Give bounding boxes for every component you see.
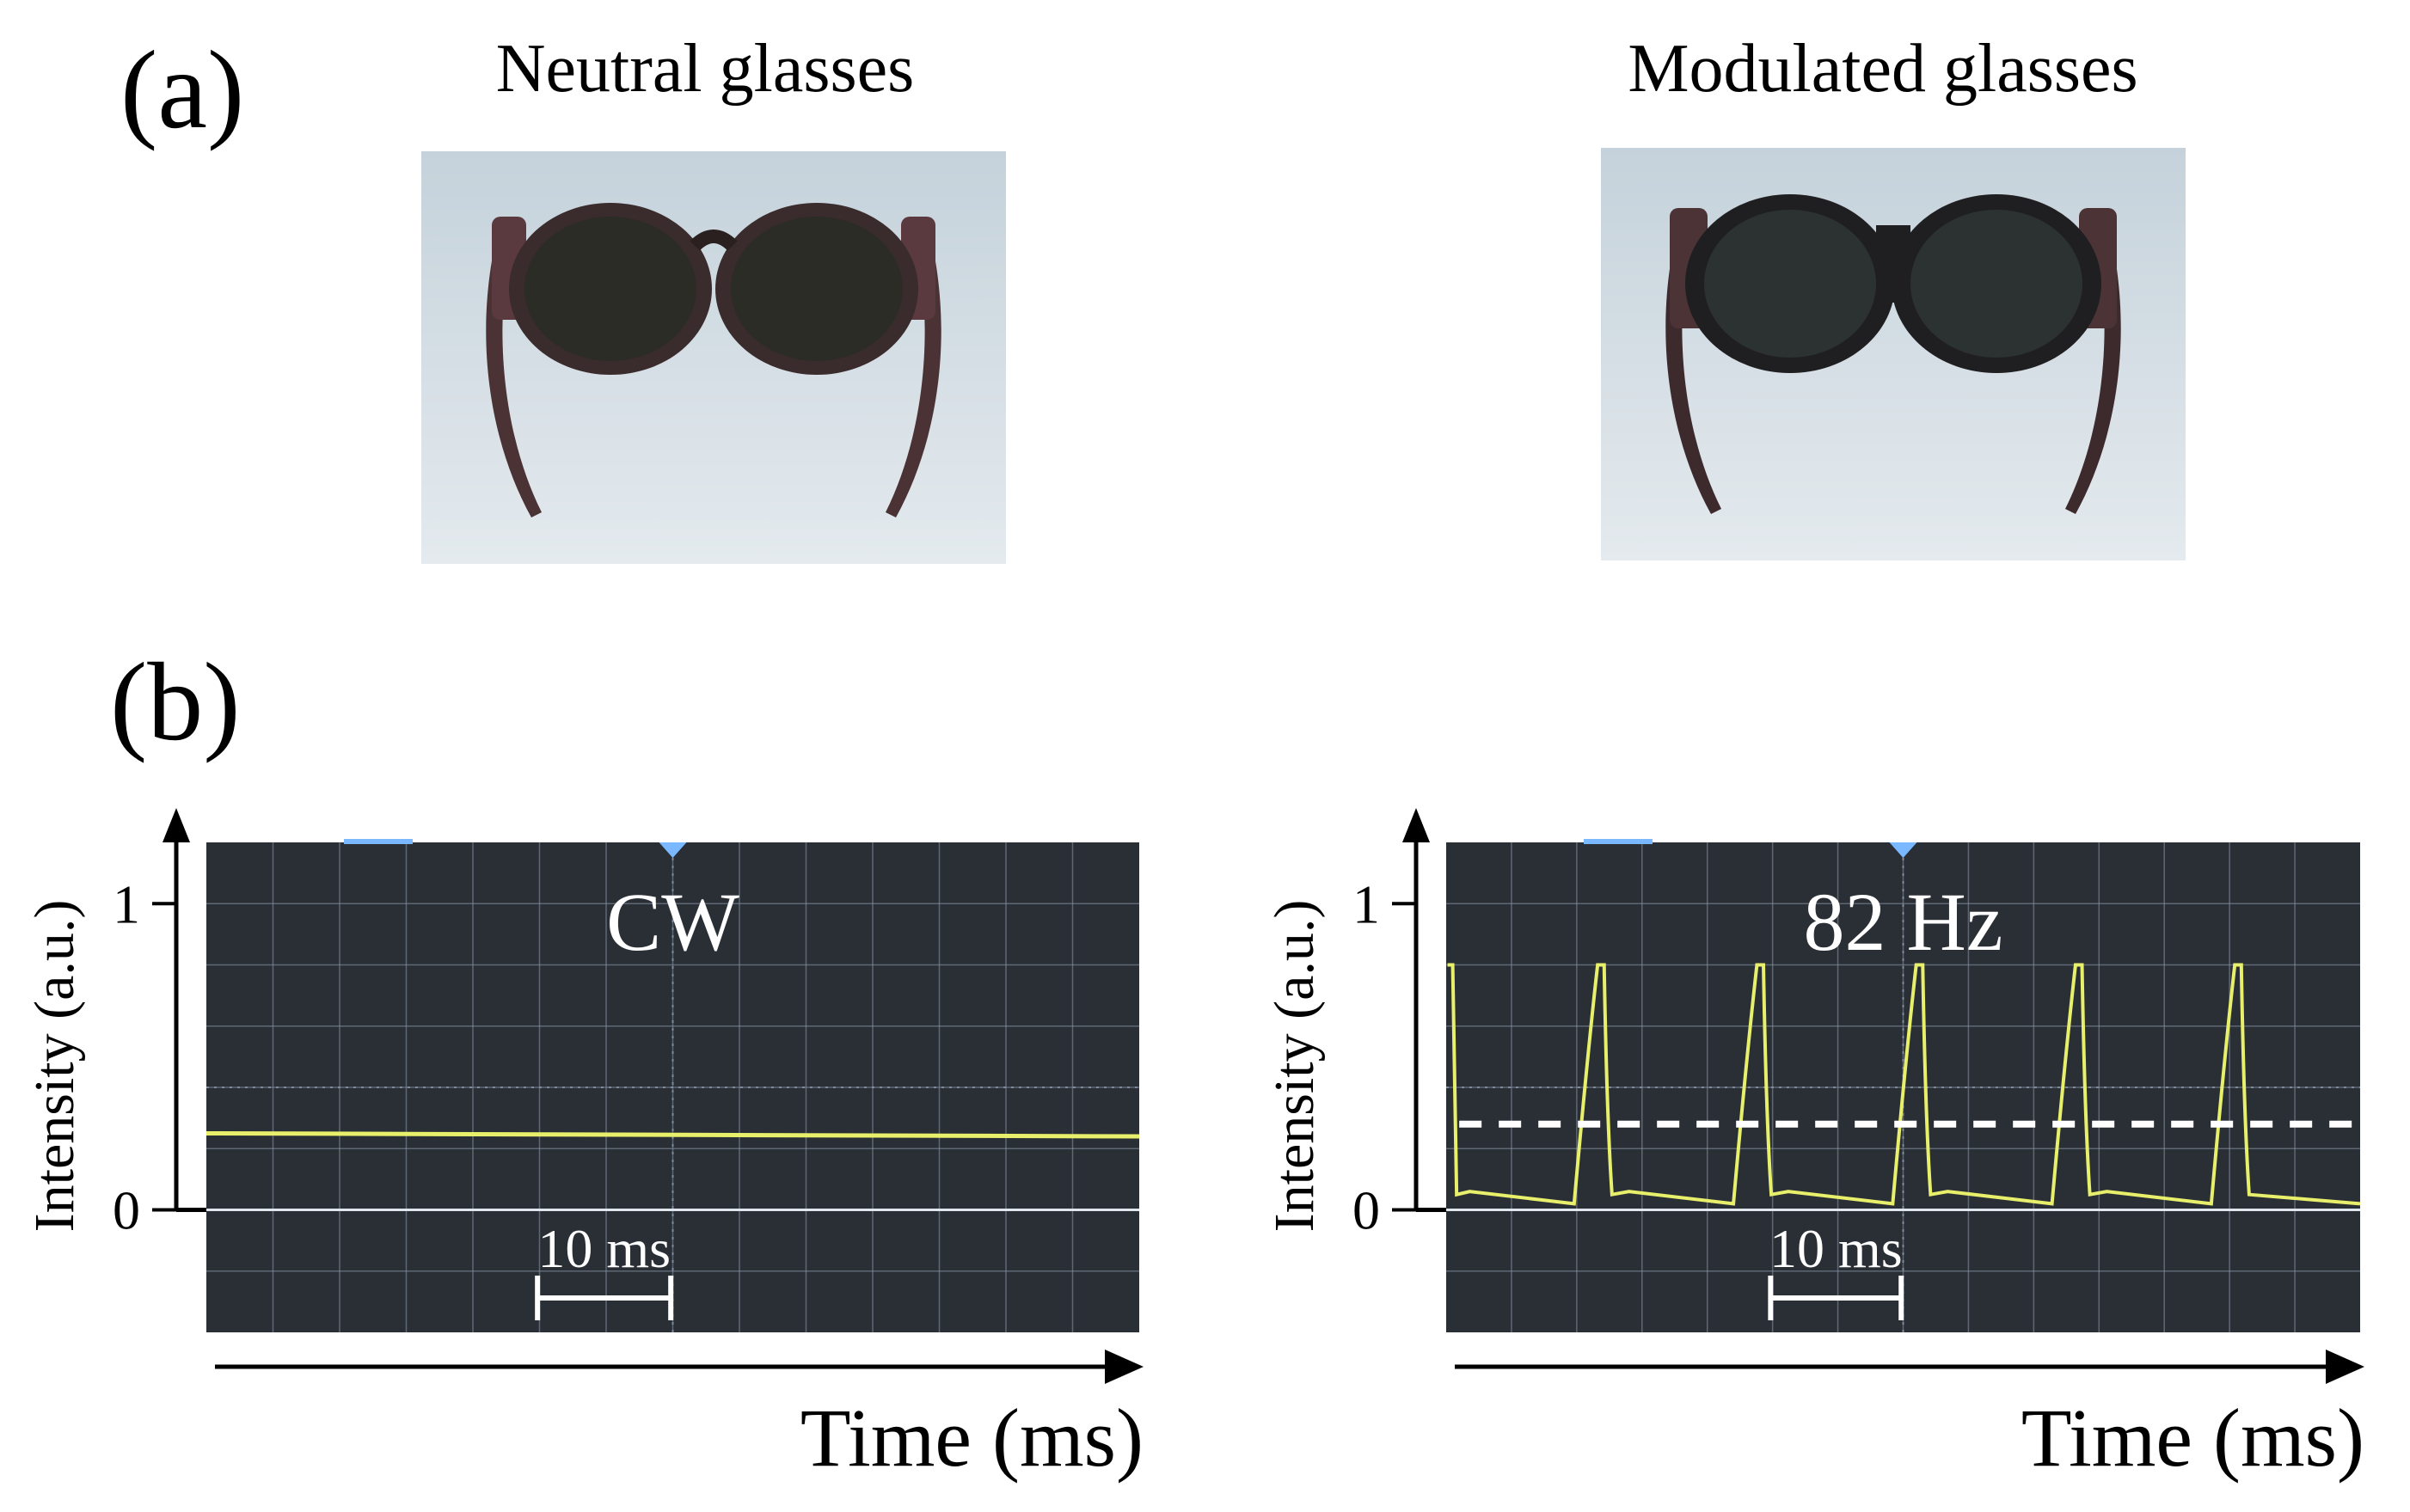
x-axis-label: Time (ms) xyxy=(800,1392,1144,1484)
top-marker-bar xyxy=(1584,839,1653,844)
trace-annotation: CW xyxy=(606,876,739,968)
chart-82hz: 82 Hz 10 ms 0 1 Intensity (a.u.) Time (ms) xyxy=(1263,808,2364,1484)
modulated-trace xyxy=(1447,963,2361,1206)
modulated-glasses-photo xyxy=(1601,148,2186,560)
neutral-glasses-photo xyxy=(421,151,1006,564)
y-tick-label: 0 xyxy=(113,1180,140,1241)
chart-cw: CW 10 ms 0 1 Intensity (a.u.) Time (ms) xyxy=(23,808,1144,1484)
x-axis-label: Time (ms) xyxy=(2021,1392,2364,1484)
trace-annotation: 82 Hz xyxy=(1804,876,2003,968)
neutral-glasses-title: Neutral glasses xyxy=(495,31,915,107)
trigger-marker xyxy=(659,842,687,858)
y-axis-arrow xyxy=(1402,808,1430,842)
y-tick-label: 1 xyxy=(113,873,140,934)
trigger-marker xyxy=(1889,842,1917,858)
y-tick-label: 1 xyxy=(1352,873,1380,934)
cw-trace xyxy=(205,1130,1140,1139)
x-axis-arrow xyxy=(1105,1350,1144,1384)
scale-bar-label: 10 ms xyxy=(1769,1218,1903,1279)
y-axis-arrow xyxy=(163,808,190,842)
modulated-glasses-title: Modulated glasses xyxy=(1628,31,2138,107)
scale-bar-label: 10 ms xyxy=(537,1218,671,1279)
panel-b-label: (b) xyxy=(110,640,241,764)
y-axis-label: Intensity (a.u.) xyxy=(23,900,86,1233)
x-axis-arrow xyxy=(2326,1350,2364,1384)
y-tick-label: 0 xyxy=(1352,1180,1380,1241)
panel-a-label: (a) xyxy=(120,28,245,152)
y-axis-label: Intensity (a.u.) xyxy=(1263,900,1326,1233)
top-marker-bar xyxy=(344,839,413,844)
